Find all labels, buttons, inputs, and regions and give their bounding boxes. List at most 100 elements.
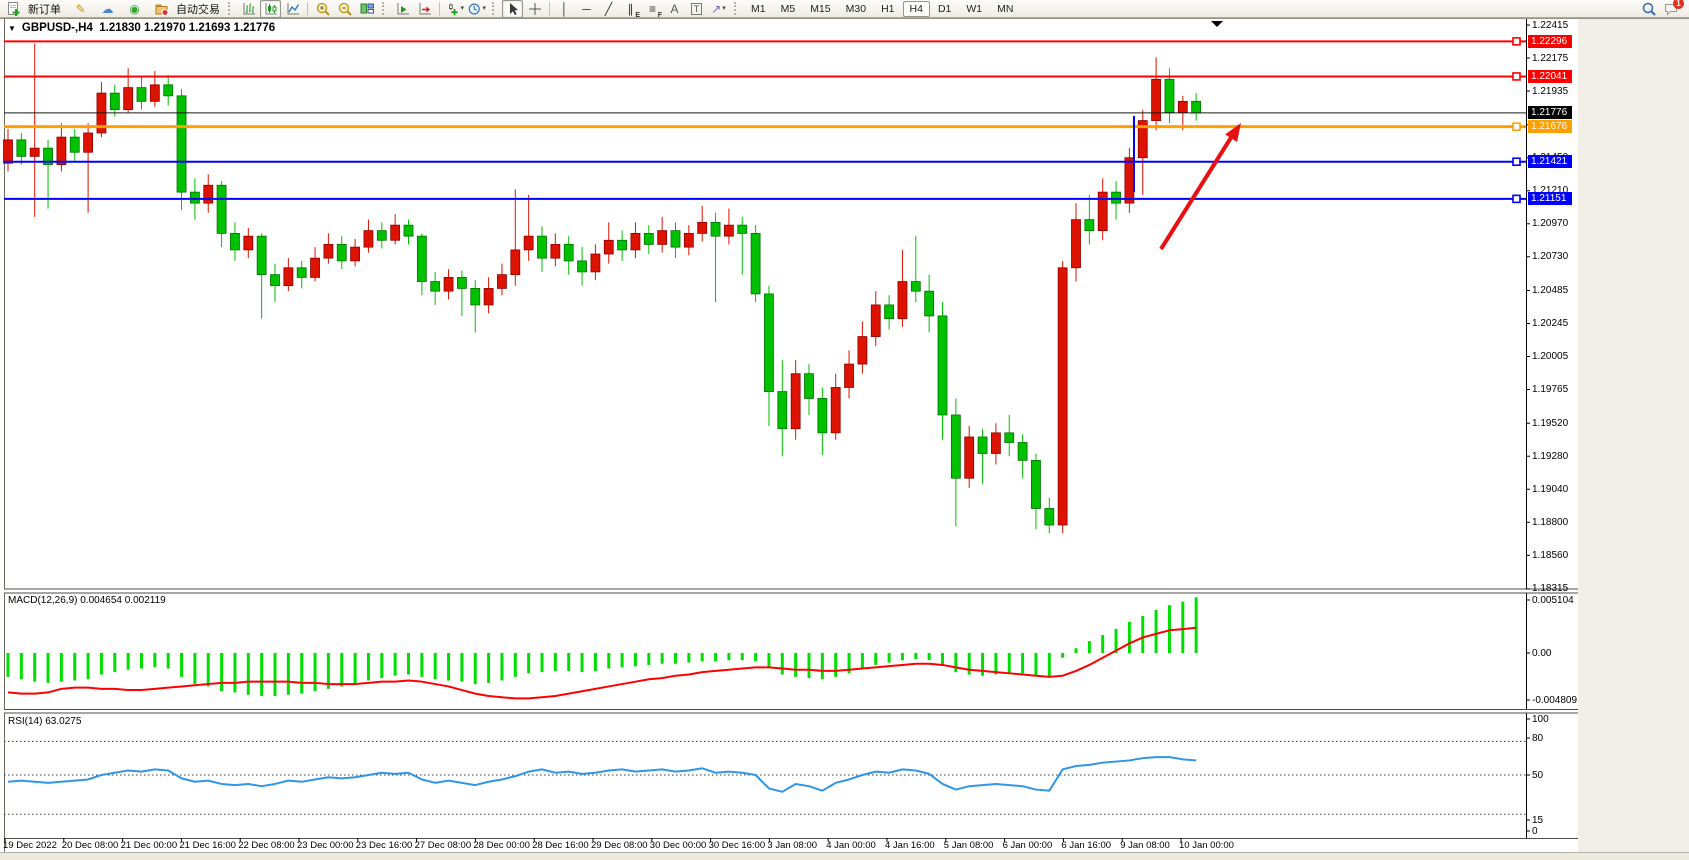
rsi-pane: [4, 740, 1526, 815]
rsi-axis-label: 0: [1532, 825, 1538, 837]
auto-scroll-icon[interactable]: [392, 0, 413, 18]
timeframe-d1[interactable]: D1: [937, 2, 952, 15]
notification-badge: 1: [1673, 0, 1684, 9]
cursor-icon[interactable]: [502, 0, 523, 18]
signals-icon[interactable]: ◉: [129, 1, 140, 16]
price-axis-label: 1.21210: [1532, 185, 1569, 197]
hline-1.22296[interactable]: [4, 37, 1526, 46]
toolbar-separator: [307, 1, 308, 16]
rsi-axis-label: 50: [1532, 769, 1544, 781]
hline-1.22041[interactable]: [4, 72, 1526, 81]
timeframe-h4[interactable]: H4: [902, 0, 930, 17]
zoom-in-icon[interactable]: [312, 0, 333, 18]
candles-layer: [3, 43, 1202, 534]
arrows-icon[interactable]: ↗ ▾: [711, 1, 726, 16]
price-axis-label: 1.20245: [1532, 317, 1569, 329]
equidistant-channel-icon[interactable]: ∥ E: [627, 1, 641, 19]
autotrading-icon[interactable]: [151, 0, 172, 18]
time-axis-label: 29 Dec 08:00: [591, 840, 648, 851]
toolbar-grip: [228, 2, 233, 15]
pane-separators[interactable]: [4, 588, 1578, 839]
candlestick-chart-icon[interactable]: [260, 0, 281, 18]
rsi-indicator-label: RSI(14) 63.0275: [8, 716, 82, 727]
chart-title: ▼ GBPUSD-,H4 1.21830 1.21970 1.21693 1.21…: [8, 22, 275, 34]
new-order-label[interactable]: 新订单: [28, 3, 61, 16]
bar-chart-icon[interactable]: [238, 0, 259, 18]
price-line-badge: 1.21676: [1528, 120, 1572, 134]
time-axis-label: 20 Dec 08:00: [61, 840, 119, 851]
new-order-icon[interactable]: [3, 0, 24, 18]
time-axis-label: 21 Dec 00:00: [120, 840, 178, 851]
new-chart-icon[interactable]: ▾: [444, 0, 465, 18]
price-axis-label: 1.18560: [1532, 549, 1569, 561]
price-axis-label: 1.20730: [1532, 251, 1569, 263]
macd-indicator-label: MACD(12,26,9) 0.004654 0.002119: [8, 595, 166, 606]
price-axis-label: 1.19520: [1532, 417, 1569, 429]
price-axis-label: 1.21935: [1532, 85, 1569, 97]
chart-shift-marker[interactable]: [1211, 21, 1223, 27]
hline-1.21676[interactable]: [4, 122, 1526, 131]
timeframe-w1[interactable]: W1: [966, 2, 983, 15]
timeframe-m5[interactable]: M5: [780, 2, 796, 15]
autotrading-label[interactable]: 自动交易: [176, 3, 220, 16]
axis-ticks: [4, 24, 1530, 842]
chart-ohlc-values: 1.21830 1.21970 1.21693 1.21776: [99, 22, 276, 34]
hline-1.21421[interactable]: [4, 157, 1526, 167]
timeframe-mn[interactable]: MN: [997, 2, 1014, 15]
time-axis-label: 10 Jan 00:00: [1179, 840, 1234, 851]
rsi-axis-label: 15: [1532, 814, 1544, 826]
timeframe-h1[interactable]: H1: [881, 2, 895, 15]
price-axis-label: 1.22415: [1532, 19, 1569, 31]
trendline-icon[interactable]: ╱: [604, 1, 613, 16]
current-price-badge: 1.21776: [1528, 106, 1572, 120]
community-icon[interactable]: ☁: [101, 1, 114, 16]
price-axis-label: 1.20005: [1532, 350, 1569, 362]
toolbar-grip: [382, 2, 387, 15]
vertical-line-icon[interactable]: │: [560, 1, 569, 16]
zoom-out-icon[interactable]: [334, 0, 355, 18]
toolbar-grip: [734, 2, 739, 15]
time-axis-label: 22 Dec 08:00: [238, 840, 295, 851]
price-axis-label: 1.19040: [1532, 483, 1569, 495]
time-axis-label: 9 Jan 08:00: [1120, 840, 1170, 851]
price-axis-label: 1.19280: [1532, 450, 1569, 462]
chart-shift-icon[interactable]: [414, 0, 435, 18]
time-axis-label: 4 Jan 16:00: [885, 840, 935, 851]
horizontal-line-icon[interactable]: ─: [582, 1, 591, 16]
toolbar-grip: [492, 2, 497, 15]
period-selector-icon[interactable]: ▾: [466, 0, 487, 18]
price-axis-label: 1.18800: [1532, 516, 1569, 528]
search-icon[interactable]: [1638, 0, 1659, 18]
text-label-icon[interactable]: T: [686, 0, 707, 18]
price-axis-label: 1.22175: [1532, 52, 1569, 64]
time-axis-label: 3 Jan 08:00: [767, 840, 818, 851]
chart-symbol-period: GBPUSD-,H4: [21, 22, 93, 34]
tile-windows-icon[interactable]: [356, 0, 377, 18]
price-axis-label: 1.20970: [1532, 218, 1569, 230]
time-axis-label: 4 Jan 00:00: [826, 840, 876, 851]
time-axis-label: 19 Dec 2022: [3, 840, 57, 851]
rsi-axis-label: 100: [1532, 713, 1549, 725]
timeframe-m30[interactable]: M30: [845, 2, 867, 15]
crosshair-icon[interactable]: [524, 0, 545, 18]
hline-1.21151[interactable]: [4, 194, 1526, 204]
timeframe-m15[interactable]: M15: [810, 2, 831, 15]
price-line-badge: 1.22041: [1528, 69, 1572, 83]
trend-arrow[interactable]: [1159, 123, 1241, 251]
line-chart-icon[interactable]: [282, 0, 303, 18]
metaeditor-icon[interactable]: ✎: [75, 1, 86, 16]
time-axis-label: 23 Dec 00:00: [297, 840, 354, 851]
chat-icon[interactable]: 1: [1660, 0, 1684, 18]
fibonacci-icon[interactable]: ≡ F: [648, 1, 662, 19]
macd-axis-label: 0.005104: [1532, 594, 1574, 606]
time-axis-label: 30 Dec 00:00: [649, 840, 707, 851]
price-axis-label: 1.19765: [1532, 384, 1569, 395]
rsi-axis-label: 80: [1532, 732, 1544, 744]
time-axis-label: 21 Dec 16:00: [179, 840, 236, 851]
macd-pane: [6, 597, 1198, 700]
chart-collapse-icon[interactable]: ▼: [8, 24, 16, 33]
timeframe-m1[interactable]: M1: [751, 2, 766, 15]
text-icon[interactable]: A: [670, 1, 679, 16]
